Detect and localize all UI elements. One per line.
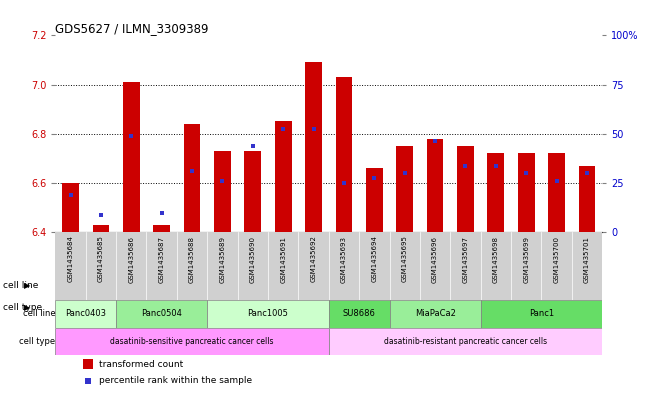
Text: SU8686: SU8686 xyxy=(342,309,376,318)
Bar xyxy=(518,154,534,232)
Text: transformed count: transformed count xyxy=(99,360,184,369)
Bar xyxy=(548,154,565,232)
Text: GSM1435700: GSM1435700 xyxy=(553,235,560,283)
Text: Panc1: Panc1 xyxy=(529,309,554,318)
Bar xyxy=(116,300,207,327)
Text: GSM1435688: GSM1435688 xyxy=(189,235,195,283)
Text: GSM1435687: GSM1435687 xyxy=(159,235,165,283)
Text: cell type: cell type xyxy=(20,337,55,346)
Text: cell line: cell line xyxy=(3,281,38,290)
Text: GSM1435686: GSM1435686 xyxy=(128,235,134,283)
Bar xyxy=(55,327,329,355)
Bar xyxy=(579,166,596,232)
Text: GSM1435689: GSM1435689 xyxy=(219,235,225,283)
Text: ▶: ▶ xyxy=(24,303,31,312)
Text: GSM1435685: GSM1435685 xyxy=(98,235,104,283)
Bar xyxy=(154,225,170,232)
Bar xyxy=(184,124,201,232)
Text: Panc0504: Panc0504 xyxy=(141,309,182,318)
Text: dasatinib-sensitive pancreatic cancer cells: dasatinib-sensitive pancreatic cancer ce… xyxy=(110,337,274,346)
Bar xyxy=(366,168,383,232)
Text: dasatinib-resistant pancreatic cancer cells: dasatinib-resistant pancreatic cancer ce… xyxy=(384,337,547,346)
Text: GSM1435696: GSM1435696 xyxy=(432,235,438,283)
Text: GSM1435690: GSM1435690 xyxy=(250,235,256,283)
Text: GSM1435693: GSM1435693 xyxy=(341,235,347,283)
Text: cell type: cell type xyxy=(3,303,42,312)
Bar xyxy=(329,300,389,327)
Text: MiaPaCa2: MiaPaCa2 xyxy=(415,309,456,318)
Text: GSM1435695: GSM1435695 xyxy=(402,235,408,283)
Bar xyxy=(389,300,480,327)
Text: ▶: ▶ xyxy=(24,281,31,290)
Bar xyxy=(55,300,116,327)
Text: GSM1435699: GSM1435699 xyxy=(523,235,529,283)
Text: GSM1435692: GSM1435692 xyxy=(311,235,316,283)
Text: GSM1435691: GSM1435691 xyxy=(280,235,286,283)
Bar xyxy=(480,300,602,327)
Bar xyxy=(207,300,329,327)
Bar xyxy=(396,146,413,232)
Bar xyxy=(123,82,139,232)
Text: GSM1435694: GSM1435694 xyxy=(371,235,378,283)
Text: GSM1435698: GSM1435698 xyxy=(493,235,499,283)
Text: cell line: cell line xyxy=(23,309,55,318)
Bar xyxy=(275,121,292,232)
Bar xyxy=(336,77,352,232)
Text: GSM1435697: GSM1435697 xyxy=(462,235,469,283)
Text: Panc0403: Panc0403 xyxy=(65,309,106,318)
Bar xyxy=(83,359,92,369)
Text: GDS5627 / ILMN_3309389: GDS5627 / ILMN_3309389 xyxy=(55,22,209,35)
Bar xyxy=(92,225,109,232)
Bar xyxy=(214,151,230,232)
Bar xyxy=(329,327,602,355)
Bar xyxy=(62,183,79,232)
Bar xyxy=(244,151,261,232)
Text: GSM1435684: GSM1435684 xyxy=(68,235,74,283)
Text: GSM1435701: GSM1435701 xyxy=(584,235,590,283)
Text: Panc1005: Panc1005 xyxy=(247,309,288,318)
Bar xyxy=(305,62,322,232)
Text: percentile rank within the sample: percentile rank within the sample xyxy=(99,376,252,385)
Bar xyxy=(457,146,474,232)
Bar xyxy=(427,139,443,232)
Bar xyxy=(488,154,504,232)
